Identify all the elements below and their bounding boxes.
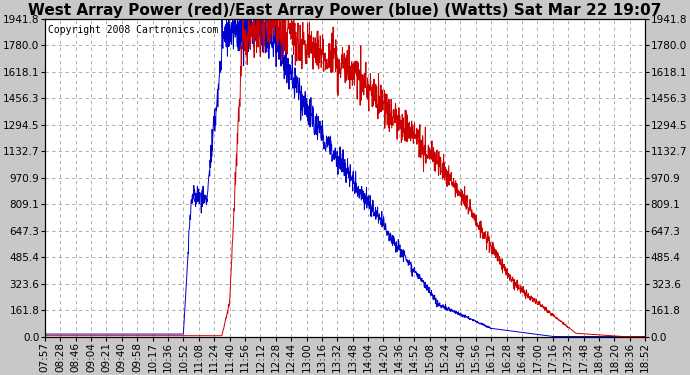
Text: Copyright 2008 Cartronics.com: Copyright 2008 Cartronics.com bbox=[48, 25, 218, 35]
Title: West Array Power (red)/East Array Power (blue) (Watts) Sat Mar 22 19:07: West Array Power (red)/East Array Power … bbox=[28, 3, 662, 18]
